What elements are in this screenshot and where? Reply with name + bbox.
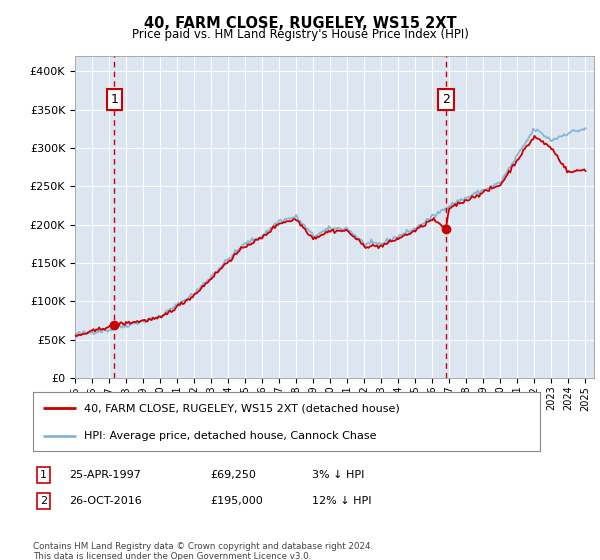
- Text: 25-APR-1997: 25-APR-1997: [69, 470, 141, 480]
- Text: 1: 1: [40, 470, 47, 480]
- Text: 40, FARM CLOSE, RUGELEY, WS15 2XT (detached house): 40, FARM CLOSE, RUGELEY, WS15 2XT (detac…: [84, 403, 400, 413]
- Text: 2: 2: [40, 496, 47, 506]
- Text: 1: 1: [110, 93, 118, 106]
- Text: 3% ↓ HPI: 3% ↓ HPI: [312, 470, 364, 480]
- Text: Price paid vs. HM Land Registry's House Price Index (HPI): Price paid vs. HM Land Registry's House …: [131, 28, 469, 41]
- Text: 40, FARM CLOSE, RUGELEY, WS15 2XT: 40, FARM CLOSE, RUGELEY, WS15 2XT: [143, 16, 457, 31]
- Text: £69,250: £69,250: [210, 470, 256, 480]
- Text: 12% ↓ HPI: 12% ↓ HPI: [312, 496, 371, 506]
- Text: £195,000: £195,000: [210, 496, 263, 506]
- Text: Contains HM Land Registry data © Crown copyright and database right 2024.
This d: Contains HM Land Registry data © Crown c…: [33, 542, 373, 560]
- Text: 26-OCT-2016: 26-OCT-2016: [69, 496, 142, 506]
- Text: 2: 2: [442, 93, 450, 106]
- Text: HPI: Average price, detached house, Cannock Chase: HPI: Average price, detached house, Cann…: [84, 431, 376, 441]
